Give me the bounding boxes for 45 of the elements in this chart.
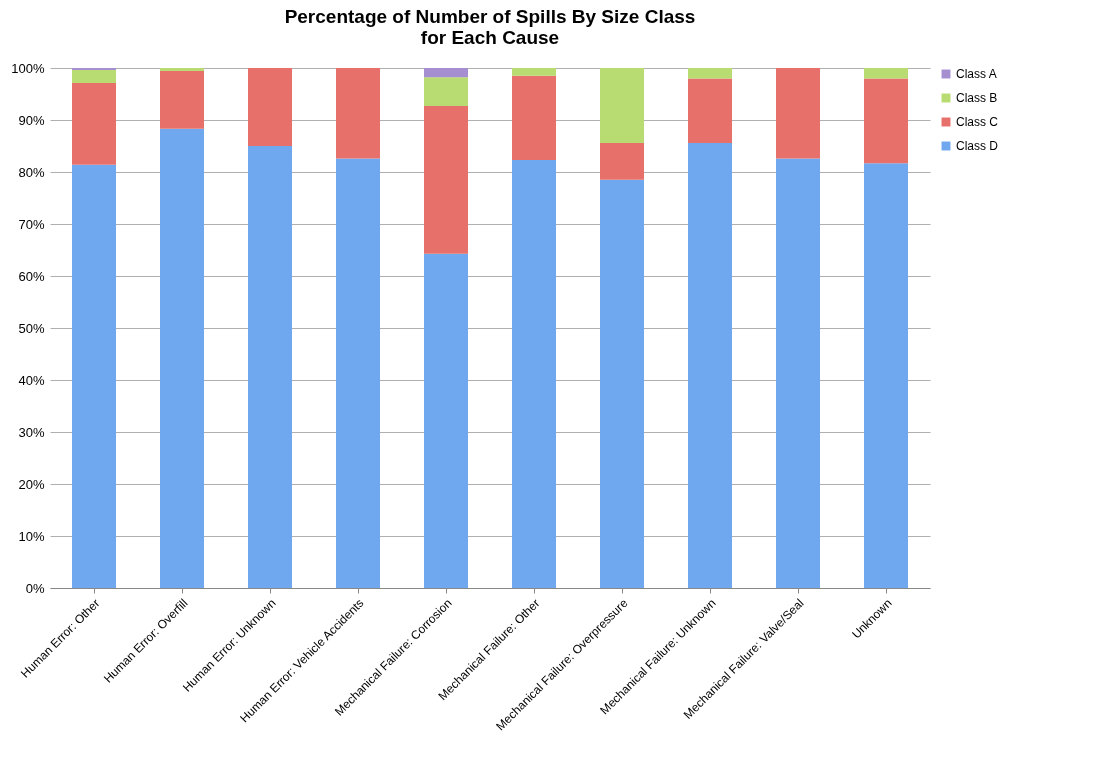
bar [776, 68, 820, 159]
y-tick-label: 80% [18, 164, 45, 180]
bar [864, 78, 908, 164]
y-tick-label: 100% [11, 60, 45, 76]
bar [160, 128, 204, 588]
bar [776, 158, 820, 588]
bar [424, 68, 468, 78]
bar [424, 253, 468, 588]
bar [688, 142, 732, 588]
bar [864, 68, 908, 79]
bar [72, 68, 116, 71]
bar [512, 75, 556, 161]
bar [160, 68, 204, 72]
bar [512, 68, 556, 76]
bar [72, 70, 116, 84]
y-tick-label: 70% [18, 216, 45, 232]
bar [600, 68, 644, 143]
bar [72, 83, 116, 165]
bar [600, 179, 644, 588]
y-tick-label: 60% [18, 268, 45, 284]
bar [424, 105, 468, 254]
bar [72, 164, 116, 588]
bar [424, 77, 468, 106]
y-tick-label: 90% [18, 112, 45, 128]
bar [248, 146, 292, 588]
bar [688, 68, 732, 79]
y-tick-label: 30% [18, 424, 45, 440]
y-tick-label: 10% [18, 528, 45, 544]
chart-title: Percentage of Number of Spills By Size Class for Each Cause [284, 6, 696, 48]
bar [864, 163, 908, 588]
bar [160, 71, 204, 129]
y-tick-label: 50% [18, 320, 45, 336]
legend-label: Class A [956, 67, 997, 81]
legend-label: Class C [956, 115, 999, 129]
legend-label: Class D [956, 139, 999, 153]
bar [688, 78, 732, 143]
legend-label: Class B [956, 91, 998, 105]
y-tick-label: 0% [25, 580, 45, 596]
bar [336, 68, 380, 159]
bar [336, 158, 380, 588]
y-tick-label: 40% [18, 372, 45, 388]
y-tick-label: 20% [18, 476, 45, 492]
bar [248, 68, 292, 146]
bar [600, 142, 644, 180]
bar [512, 160, 556, 588]
